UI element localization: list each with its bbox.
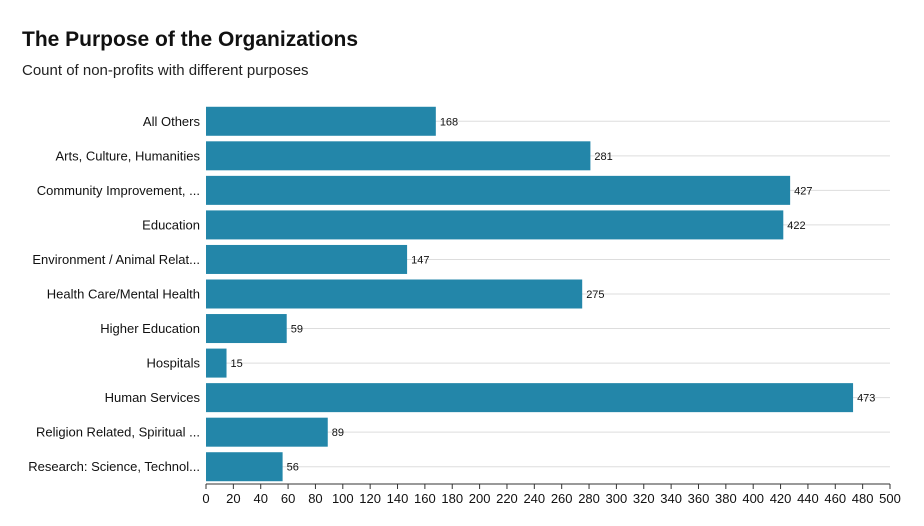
x-tick-label: 0 — [202, 491, 209, 506]
category-label: Environment / Animal Relat... — [32, 252, 200, 267]
chart-subtitle: Count of non-profits with different purp… — [22, 62, 309, 79]
x-tick-label: 300 — [606, 491, 628, 506]
x-tick-label: 40 — [253, 491, 267, 506]
x-tick-label: 120 — [359, 491, 381, 506]
bar — [206, 141, 591, 171]
bar — [206, 244, 408, 274]
x-tick-label: 160 — [414, 491, 436, 506]
category-label: Community Improvement, ... — [37, 183, 200, 198]
value-label: 89 — [332, 427, 344, 439]
value-label: 281 — [594, 151, 612, 163]
bar — [206, 452, 283, 482]
category-label: Arts, Culture, Humanities — [56, 148, 201, 163]
value-label: 59 — [291, 324, 303, 336]
category-label: Higher Education — [100, 321, 200, 336]
x-tick-label: 20 — [226, 491, 240, 506]
value-label: 56 — [287, 462, 299, 474]
x-tick-label: 60 — [281, 491, 295, 506]
x-tick-label: 360 — [688, 491, 710, 506]
x-tick-label: 280 — [578, 491, 600, 506]
x-tick-label: 460 — [824, 491, 846, 506]
value-label: 147 — [411, 254, 429, 266]
bar — [206, 314, 287, 344]
x-tick-label: 140 — [387, 491, 409, 506]
category-label: Research: Science, Technol... — [28, 459, 200, 474]
x-tick-label: 500 — [879, 491, 901, 506]
value-label: 15 — [231, 358, 243, 370]
x-tick-label: 260 — [551, 491, 573, 506]
bar — [206, 348, 227, 378]
x-tick-label: 220 — [496, 491, 518, 506]
category-label: Religion Related, Spiritual ... — [36, 425, 200, 440]
value-label: 427 — [794, 185, 812, 197]
value-label: 473 — [857, 393, 875, 405]
x-tick-label: 420 — [770, 491, 792, 506]
chart-title: The Purpose of the Organizations — [22, 28, 359, 51]
x-tick-label: 380 — [715, 491, 737, 506]
category-label: Hospitals — [147, 356, 201, 371]
bar — [206, 417, 328, 447]
bar — [206, 175, 791, 205]
value-label: 275 — [586, 289, 604, 301]
x-tick-label: 80 — [308, 491, 322, 506]
category-label: Health Care/Mental Health — [47, 287, 200, 302]
x-tick-label: 480 — [852, 491, 874, 506]
bar — [206, 106, 436, 136]
x-tick-label: 180 — [441, 491, 463, 506]
value-label: 422 — [787, 220, 805, 232]
x-tick-label: 320 — [633, 491, 655, 506]
bar — [206, 210, 784, 240]
value-label: 168 — [440, 116, 458, 128]
x-tick-label: 100 — [332, 491, 354, 506]
x-tick-label: 440 — [797, 491, 819, 506]
x-tick-label: 400 — [742, 491, 764, 506]
x-tick-label: 240 — [523, 491, 545, 506]
bar — [206, 279, 583, 309]
x-tick-label: 200 — [469, 491, 491, 506]
category-label: All Others — [143, 114, 201, 129]
bars: 168 281 427 422 147 275 59 15 473 89 56 — [206, 106, 875, 482]
category-labels: All Others Arts, Culture, Humanities Commu… — [28, 114, 200, 474]
x-tick-label: 340 — [660, 491, 682, 506]
category-label: Human Services — [105, 390, 201, 405]
category-label: Education — [142, 217, 200, 232]
x-axis: 0 20 40 60 80 100 120 140 160 180 200 220 240 260 280 3… — [202, 483, 901, 506]
bar — [206, 383, 854, 413]
